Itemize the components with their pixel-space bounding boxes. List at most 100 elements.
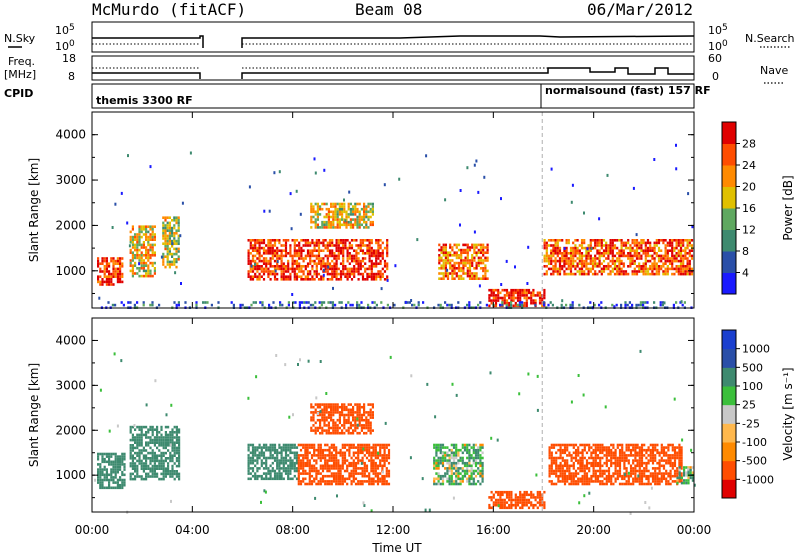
power-cell xyxy=(173,252,176,256)
power-cell xyxy=(291,259,294,263)
power-cell xyxy=(175,303,178,307)
power-cell xyxy=(609,259,612,263)
power-cell xyxy=(131,274,134,278)
power-cell xyxy=(311,241,314,245)
velocity-cell xyxy=(585,461,589,465)
power-cell xyxy=(451,274,454,278)
velocity-cell xyxy=(178,472,181,476)
velocity-cell xyxy=(289,456,292,460)
power-cell xyxy=(363,205,366,208)
power-cell xyxy=(377,239,380,242)
velocity-cell xyxy=(514,501,517,504)
velocity-cell xyxy=(265,448,268,452)
velocity-cell xyxy=(365,424,368,427)
velocity-cell xyxy=(105,460,108,464)
power-cell xyxy=(449,254,452,257)
power-cell xyxy=(600,239,603,242)
power-cell xyxy=(134,261,137,265)
velocity-cell xyxy=(640,454,644,457)
velocity-cell xyxy=(477,469,480,473)
power-cell xyxy=(306,239,310,242)
velocity-cell xyxy=(319,424,322,427)
power-cell xyxy=(449,264,452,267)
velocity-cell xyxy=(361,469,364,473)
power-cell xyxy=(613,267,617,271)
power-cell xyxy=(585,254,588,258)
velocity-cell xyxy=(365,480,369,483)
velocity-cell xyxy=(463,472,467,475)
velocity-cell xyxy=(346,482,349,486)
power-cell xyxy=(119,259,122,263)
velocity-cell xyxy=(178,446,181,450)
power-cell xyxy=(657,241,661,245)
power-cell xyxy=(315,265,318,268)
power-cell xyxy=(317,246,321,250)
velocity-cell xyxy=(131,457,134,460)
power-cell xyxy=(371,301,374,304)
velocity-cell xyxy=(173,477,176,481)
power-cell xyxy=(311,267,314,271)
velocity-cell xyxy=(332,480,336,483)
velocity-cell xyxy=(640,451,644,455)
velocity-cell xyxy=(561,480,564,483)
power-cell xyxy=(514,265,516,269)
velocity-cell xyxy=(374,472,377,475)
velocity-cell xyxy=(306,443,309,447)
power-cell xyxy=(372,265,376,268)
power-cell xyxy=(166,245,169,248)
power-cell xyxy=(129,238,132,241)
velocity-cell xyxy=(570,477,573,481)
power-cell xyxy=(688,262,691,265)
power-cell xyxy=(484,264,487,267)
power-cell xyxy=(327,223,330,227)
velocity-cell xyxy=(341,456,344,460)
power-cell xyxy=(265,244,268,247)
velocity-cell xyxy=(338,426,341,430)
power-cell xyxy=(304,257,307,260)
power-cell xyxy=(280,254,283,258)
power-cell xyxy=(442,246,445,249)
power-cell xyxy=(660,239,663,242)
velocity-cell xyxy=(129,475,132,478)
power-cell xyxy=(545,257,548,260)
power-cell xyxy=(682,249,685,252)
velocity-cell xyxy=(175,436,178,439)
power-cell xyxy=(377,257,380,260)
power-cell xyxy=(611,241,614,245)
power-cell xyxy=(142,228,145,231)
velocity-cell xyxy=(570,482,573,486)
velocity-cell xyxy=(153,472,156,476)
power-cell xyxy=(353,254,356,258)
velocity-cell xyxy=(625,443,628,447)
power-cell xyxy=(151,251,154,254)
velocity-cell xyxy=(566,464,569,468)
power-cell xyxy=(567,259,570,263)
velocity-cell xyxy=(441,459,445,462)
power-cell xyxy=(108,283,111,286)
power-cell xyxy=(558,249,562,252)
velocity-cell xyxy=(383,459,386,462)
power-cell xyxy=(326,270,329,273)
power-cell xyxy=(177,242,180,245)
velocity-cell xyxy=(437,448,440,452)
velocity-cell xyxy=(370,446,373,449)
power-cell xyxy=(442,243,445,247)
velocity-cell xyxy=(178,428,181,431)
velocity-cell xyxy=(158,438,161,442)
velocity-cell xyxy=(334,426,337,430)
power-cell xyxy=(628,301,631,304)
velocity-cell xyxy=(627,446,630,449)
velocity-cell xyxy=(548,451,551,455)
velocity-cell xyxy=(614,451,617,455)
power-cell xyxy=(633,244,636,247)
power-cell xyxy=(607,252,610,255)
power-cell xyxy=(545,252,548,255)
velocity-cell xyxy=(256,474,259,478)
velocity-cell xyxy=(374,454,377,457)
velocity-cell xyxy=(618,443,622,447)
velocity-cell xyxy=(599,456,602,460)
velocity-cell xyxy=(302,459,305,462)
velocity-cell xyxy=(446,477,449,481)
power-cell xyxy=(633,252,636,255)
power-cell xyxy=(166,226,169,230)
